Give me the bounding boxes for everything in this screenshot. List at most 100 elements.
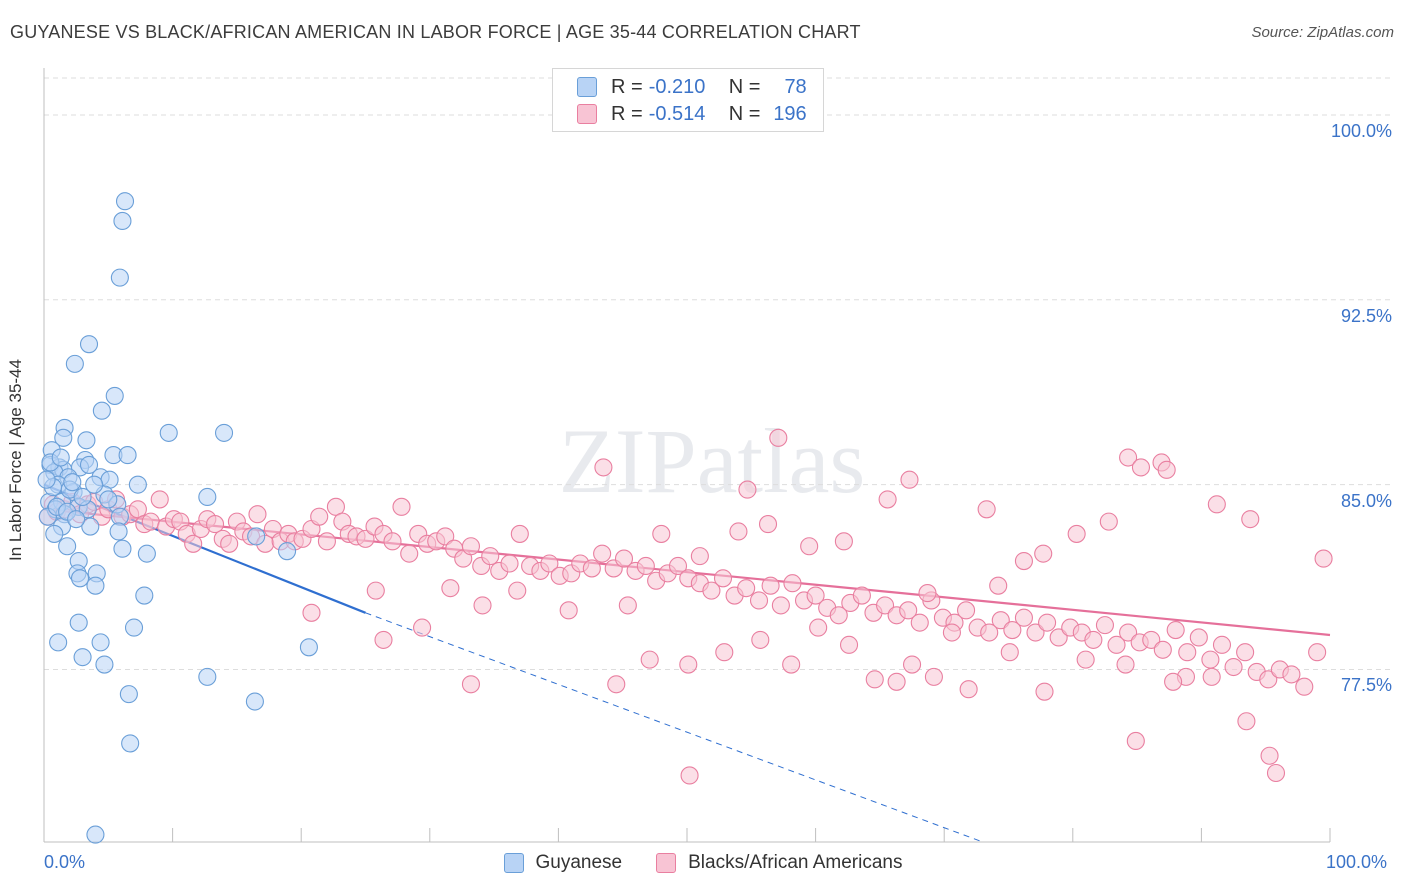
data-point (383, 532, 402, 551)
data-point (1207, 495, 1226, 514)
data-point (910, 613, 929, 632)
data-point (900, 470, 919, 489)
data-point (392, 497, 411, 516)
legend-n-value: 196 (773, 102, 807, 125)
correlation-legend: R = -0.210 N = 78 R = -0.514 N = 196 (552, 68, 824, 132)
data-point (559, 601, 578, 620)
x-tick-label-right: 100.0% (1326, 852, 1388, 872)
data-point (1308, 643, 1327, 662)
legend-swatch-pink (656, 853, 677, 873)
data-point (582, 559, 601, 578)
data-point (110, 268, 129, 287)
data-point (751, 630, 770, 649)
x-tick-label-left: 0.0% (44, 852, 86, 872)
data-point (761, 576, 780, 595)
data-point (121, 734, 140, 753)
data-point (989, 576, 1008, 595)
legend-r-value: -0.514 (648, 102, 706, 125)
data-point (715, 643, 734, 662)
data-point (69, 613, 88, 632)
data-point (834, 532, 853, 551)
legend-item-blacks[interactable]: Blacks/African Americans (656, 852, 902, 874)
legend-row-guyanese: R = -0.210 N = 78 (577, 74, 807, 100)
data-point (1260, 746, 1279, 765)
data-point (1038, 613, 1057, 632)
data-point (1067, 524, 1086, 543)
data-point (214, 423, 234, 442)
data-point (67, 510, 86, 529)
data-point (782, 655, 801, 674)
data-point (1201, 650, 1220, 669)
data-point (1236, 643, 1255, 662)
data-point (758, 515, 778, 534)
data-point (769, 428, 788, 447)
legend-n-label: N = (728, 102, 761, 125)
trend-line-dashed (365, 612, 983, 843)
data-point (1157, 460, 1176, 479)
data-point (652, 524, 671, 543)
data-point (356, 529, 375, 548)
data-point (852, 586, 871, 605)
data-point (924, 667, 943, 686)
legend-r-label: R = (611, 75, 643, 98)
data-point (1116, 655, 1135, 674)
data-point (441, 579, 460, 598)
data-point (1314, 549, 1333, 568)
data-point (1035, 682, 1054, 701)
data-point (45, 524, 64, 543)
data-point (713, 569, 733, 588)
data-point (1282, 665, 1301, 684)
data-point (977, 500, 996, 519)
data-point (1034, 544, 1053, 563)
series-legend: Guyanese Blacks/African Americans (0, 852, 1406, 874)
data-point (95, 655, 114, 674)
data-point (86, 825, 105, 844)
data-point (887, 672, 906, 691)
data-point (1189, 628, 1208, 647)
data-point (58, 537, 77, 556)
legend-swatch-pink (577, 104, 597, 124)
data-point (1084, 630, 1103, 649)
data-point (749, 591, 769, 610)
series-guyanese-points (37, 192, 318, 844)
data-point (220, 534, 239, 553)
data-point (729, 522, 748, 541)
data-point (198, 667, 217, 686)
data-point (413, 618, 432, 637)
legend-r-value: -0.210 (648, 75, 706, 98)
data-point (85, 475, 104, 494)
data-point (1003, 621, 1022, 640)
data-point (640, 650, 659, 669)
data-point (317, 532, 336, 551)
data-point (118, 446, 137, 465)
data-point (81, 517, 100, 536)
data-point (119, 685, 138, 704)
data-point (510, 524, 529, 543)
data-point (809, 618, 828, 637)
data-point (436, 527, 455, 546)
data-point (1164, 672, 1183, 691)
data-point (248, 505, 267, 524)
data-point (875, 596, 895, 615)
data-point (1014, 551, 1033, 571)
data-point (702, 581, 721, 600)
data-point (124, 618, 144, 637)
data-point (690, 547, 709, 566)
legend-item-guyanese[interactable]: Guyanese (503, 852, 622, 874)
data-point (51, 448, 70, 467)
data-point (865, 670, 884, 689)
data-point (1166, 621, 1185, 640)
data-point (79, 455, 99, 474)
data-point (1237, 712, 1256, 731)
data-point (150, 490, 169, 509)
data-point (1099, 512, 1118, 531)
data-point (668, 556, 688, 576)
data-point (839, 635, 859, 654)
data-point (918, 584, 937, 603)
data-point (247, 527, 266, 546)
data-point (607, 675, 626, 694)
data-point (540, 554, 559, 573)
data-point (614, 549, 634, 568)
data-point (54, 428, 73, 447)
